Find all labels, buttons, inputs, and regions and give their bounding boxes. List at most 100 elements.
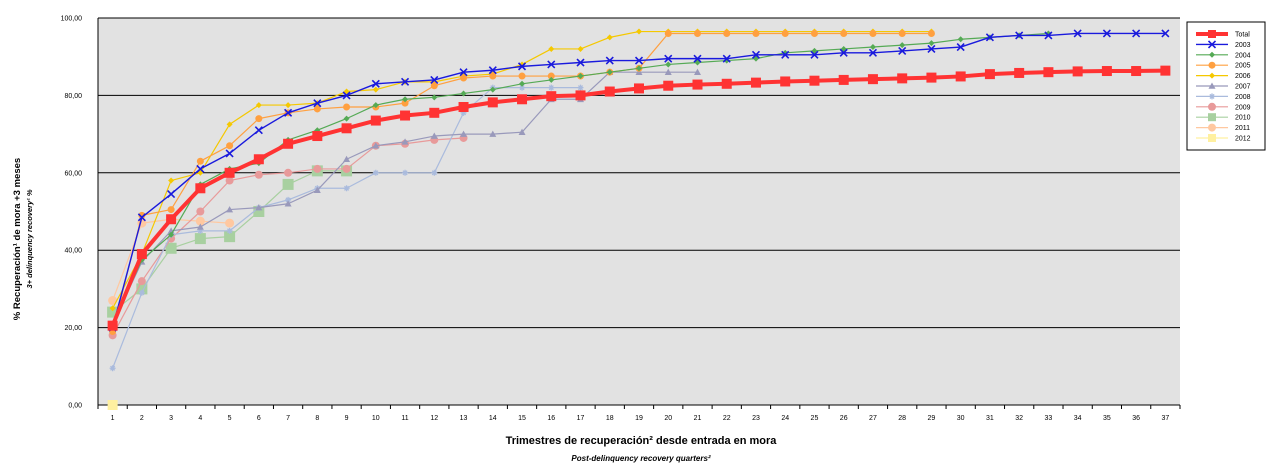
- data-point: [840, 29, 848, 37]
- data-point: [371, 79, 380, 88]
- data-point: [342, 91, 351, 100]
- data-point: [899, 42, 906, 49]
- data-point: [956, 42, 965, 52]
- legend-swatch-marker: [1209, 51, 1215, 58]
- legend-label: 2010: [1235, 115, 1251, 122]
- legend-label: 2011: [1235, 125, 1250, 132]
- data-point: [109, 305, 116, 312]
- legend-item: 2009: [1196, 102, 1251, 111]
- x-tick-label: 5: [228, 415, 232, 422]
- data-point: [869, 29, 877, 37]
- data-point: [194, 233, 206, 245]
- y-tick-labels: 0,00 20,00 40,00 60,00 80,00 100,00: [61, 16, 83, 410]
- data-point: [781, 50, 790, 59]
- data-point: [224, 167, 235, 178]
- data-point: [460, 74, 468, 82]
- series-Total: [107, 65, 1171, 331]
- data-point: [664, 68, 672, 75]
- data-point: [255, 102, 262, 109]
- data-point: [284, 168, 293, 177]
- data-point: [460, 90, 467, 97]
- data-point: [898, 46, 907, 55]
- legend-item: 2008: [1196, 93, 1251, 101]
- data-point: [429, 107, 440, 118]
- data-point: [372, 102, 379, 109]
- data-point: [107, 320, 118, 331]
- data-point: [109, 365, 116, 372]
- data-point: [136, 283, 148, 295]
- legend-swatch-marker: [1208, 61, 1216, 69]
- data-point: [285, 102, 292, 109]
- data-point: [1101, 66, 1112, 77]
- data-point: [1131, 66, 1142, 77]
- data-point: [517, 94, 528, 105]
- legend-label: 2004: [1235, 52, 1251, 59]
- data-point: [868, 48, 878, 57]
- data-point: [489, 130, 497, 137]
- x-tick-label: 24: [781, 415, 789, 422]
- data-point: [838, 74, 849, 85]
- y-tick-label: 20,00: [64, 325, 82, 332]
- legend-item: 2011: [1196, 123, 1250, 132]
- data-point: [225, 149, 234, 158]
- data-point: [458, 102, 469, 113]
- data-point: [107, 306, 119, 318]
- data-point: [401, 99, 409, 107]
- data-point: [313, 186, 321, 194]
- legend-swatch-marker: [1208, 30, 1216, 38]
- data-point: [663, 80, 674, 91]
- data-point: [196, 157, 204, 165]
- x-tick-label: 21: [694, 415, 702, 422]
- data-point: [985, 33, 994, 42]
- data-point: [487, 97, 498, 108]
- legend-item: 2005: [1196, 61, 1251, 70]
- data-point: [167, 206, 175, 214]
- x-tick-label: 13: [460, 415, 468, 422]
- data-point: [721, 78, 732, 89]
- data-point: [693, 29, 701, 37]
- data-point: [576, 58, 585, 67]
- data-point: [869, 44, 876, 51]
- data-point: [197, 227, 204, 234]
- data-point: [430, 132, 438, 139]
- data-point: [343, 155, 351, 163]
- data-point: [693, 54, 702, 63]
- gridlines: [97, 17, 1180, 406]
- x-tick-label: 17: [577, 415, 585, 422]
- data-point: [283, 138, 294, 149]
- data-point: [1014, 67, 1025, 78]
- x-axis-label: Trimestres de recuperación² desde entrad…: [506, 435, 778, 447]
- data-point: [1160, 65, 1171, 76]
- data-point: [547, 72, 555, 80]
- data-point: [226, 227, 233, 234]
- legend-item: Total: [1196, 30, 1250, 39]
- x-tick-label: 20: [664, 415, 672, 422]
- legend-label: Total: [1235, 32, 1250, 39]
- series-layer: [107, 28, 1171, 410]
- data-point: [255, 204, 263, 211]
- y-tick-label: 60,00: [64, 170, 82, 177]
- data-point: [195, 216, 205, 226]
- legend-swatch-marker: [1208, 102, 1216, 111]
- data-point: [254, 170, 263, 179]
- data-point: [460, 109, 467, 116]
- data-point: [1072, 66, 1083, 77]
- data-point: [810, 50, 819, 59]
- legend-label: 2003: [1235, 42, 1251, 49]
- data-point: [196, 223, 204, 230]
- data-point: [926, 72, 937, 83]
- data-point: [664, 29, 672, 37]
- legend-swatch-marker: [1208, 82, 1216, 89]
- data-point: [138, 211, 146, 219]
- data-point: [167, 190, 176, 199]
- data-point: [984, 69, 995, 80]
- x-tick-label: 15: [518, 415, 526, 422]
- legend-item: 2012: [1196, 134, 1251, 143]
- data-point: [459, 68, 468, 77]
- x-tick-label: 19: [635, 415, 643, 422]
- data-point: [634, 56, 644, 65]
- y-tick-label: 0,00: [68, 403, 82, 410]
- data-point: [489, 86, 496, 93]
- x-tick-label: 29: [928, 415, 936, 422]
